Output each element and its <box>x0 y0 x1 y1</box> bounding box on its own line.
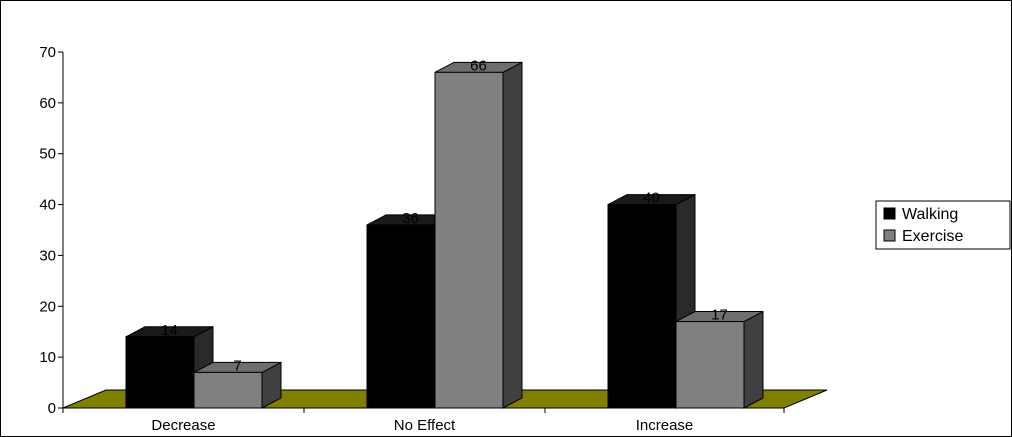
bar <box>193 361 282 409</box>
data-label: 17 <box>711 307 728 324</box>
bar-side <box>743 310 764 409</box>
x-tick-label: Increase <box>636 417 694 434</box>
bar-front <box>607 204 677 409</box>
bar <box>675 310 764 409</box>
y-tick-label: 40 <box>39 197 56 214</box>
y-tick-label: 0 <box>48 400 56 417</box>
legend-label: Walking <box>902 206 958 223</box>
y-tick-label: 10 <box>39 349 56 366</box>
bar <box>434 61 523 409</box>
bar-front <box>434 71 504 409</box>
data-label: 66 <box>470 57 487 74</box>
y-tick-label: 30 <box>39 247 56 264</box>
bar-front <box>193 371 263 409</box>
y-tick-label: 20 <box>39 298 56 315</box>
data-label: 7 <box>233 357 241 374</box>
x-tick-label: Decrease <box>151 417 215 434</box>
data-label: 40 <box>643 190 660 207</box>
y-tick-label: 70 <box>39 44 56 61</box>
data-label: 36 <box>402 210 419 227</box>
legend-swatch <box>883 229 896 242</box>
x-tick-label: No Effect <box>394 417 456 434</box>
bar-front <box>366 224 436 409</box>
y-tick-label: 50 <box>39 146 56 163</box>
legend-box <box>875 200 1011 250</box>
bar-side <box>502 61 523 409</box>
data-label: 14 <box>161 322 178 339</box>
bar-front <box>675 321 745 409</box>
y-tick-label: 60 <box>39 95 56 112</box>
legend-label: Exercise <box>902 228 963 245</box>
legend-swatch <box>883 207 896 220</box>
bar-front <box>125 336 195 409</box>
